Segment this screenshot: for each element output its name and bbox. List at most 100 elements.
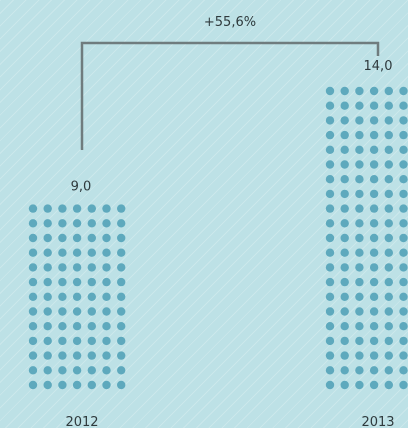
bar-dot: [102, 277, 111, 287]
bar-dot: [399, 189, 408, 199]
bar-dot: [369, 351, 379, 360]
bar-dot: [102, 336, 111, 346]
bar-dot: [369, 175, 379, 184]
bar-dot: [340, 160, 349, 169]
bar-dot: [369, 277, 379, 287]
bar-dot: [87, 204, 97, 213]
bar-dot: [355, 322, 364, 331]
bar-dot: [102, 307, 111, 316]
value-label-2012: 9,0: [71, 179, 92, 194]
bar-dot: [43, 263, 52, 272]
bar-dot: [28, 248, 38, 257]
bar-dot: [325, 351, 335, 360]
bar-dot: [340, 116, 349, 125]
bar-dot: [384, 175, 393, 184]
bar-dot: [340, 292, 349, 301]
bar-dot: [340, 307, 349, 316]
bar-dot: [117, 351, 126, 360]
bar-dot: [384, 145, 393, 154]
bar-dot: [87, 233, 97, 243]
bar-dot: [72, 336, 82, 346]
bar-dot: [325, 145, 335, 154]
bar-dot: [325, 277, 335, 287]
bar-dot: [355, 101, 364, 110]
bar-dot: [369, 248, 379, 257]
bar-dot: [369, 189, 379, 199]
bar-dot: [399, 292, 408, 301]
bar-dot: [399, 380, 408, 390]
bar-dot: [399, 366, 408, 375]
bar-dot: [384, 292, 393, 301]
bar-dot: [72, 351, 82, 360]
bar-dot: [355, 219, 364, 228]
bar-dot: [384, 116, 393, 125]
bar-dot: [399, 233, 408, 243]
bar-dot: [325, 336, 335, 346]
bar-dot: [325, 189, 335, 199]
bar-dot: [87, 292, 97, 301]
bar-dot: [384, 380, 393, 390]
bar-dot: [384, 322, 393, 331]
bar-dot: [369, 336, 379, 346]
bar-dot: [43, 307, 52, 316]
bar-dot: [102, 380, 111, 390]
bar-dot: [355, 116, 364, 125]
bar-dot: [355, 86, 364, 96]
bar-dot: [28, 277, 38, 287]
bar-dot: [58, 233, 67, 243]
bar-dot: [87, 263, 97, 272]
bar-dot: [369, 86, 379, 96]
bar-dot: [43, 336, 52, 346]
bar-dot: [355, 277, 364, 287]
bar-dot: [399, 307, 408, 316]
bar-dot: [117, 322, 126, 331]
bar-dot: [102, 351, 111, 360]
bar-dot: [340, 248, 349, 257]
bar-dot: [28, 292, 38, 301]
bar-dot: [325, 130, 335, 140]
bar-dot: [369, 204, 379, 213]
bar-dot: [369, 366, 379, 375]
bar-dot: [117, 263, 126, 272]
bar-dot: [58, 204, 67, 213]
bar-dot: [384, 130, 393, 140]
bar-dot: [399, 160, 408, 169]
bar-dot: [43, 277, 52, 287]
bar-dot: [384, 263, 393, 272]
bar-dot: [72, 204, 82, 213]
category-label-2012: 2012: [65, 415, 98, 428]
bar-dot: [102, 322, 111, 331]
bar-dot: [58, 219, 67, 228]
dot-bars: [28, 86, 408, 390]
bar-dot: [117, 219, 126, 228]
bar-dot: [340, 351, 349, 360]
bar-dot: [384, 204, 393, 213]
bar-dot: [325, 366, 335, 375]
bar-dot: [369, 233, 379, 243]
bar-dot: [369, 116, 379, 125]
bar-dot: [43, 292, 52, 301]
bar-dot: [340, 263, 349, 272]
bar-2013: [325, 86, 408, 390]
bar-dot: [117, 204, 126, 213]
bar-dot: [355, 380, 364, 390]
bar-dot: [28, 204, 38, 213]
bar-dot: [384, 336, 393, 346]
bar-dot: [58, 277, 67, 287]
bar-dot: [43, 351, 52, 360]
bar-dot: [384, 86, 393, 96]
bar-dot: [325, 116, 335, 125]
bar-dot: [369, 219, 379, 228]
bar-dot: [384, 101, 393, 110]
bar-dot: [355, 307, 364, 316]
bar-dot: [399, 351, 408, 360]
bar-dot: [355, 351, 364, 360]
bar-dot: [102, 263, 111, 272]
bar-dot: [28, 322, 38, 331]
bar-dot: [58, 336, 67, 346]
bar-dot: [325, 307, 335, 316]
bar-dot: [369, 292, 379, 301]
bar-dot: [355, 248, 364, 257]
bar-dot: [28, 219, 38, 228]
bar-dot: [28, 233, 38, 243]
